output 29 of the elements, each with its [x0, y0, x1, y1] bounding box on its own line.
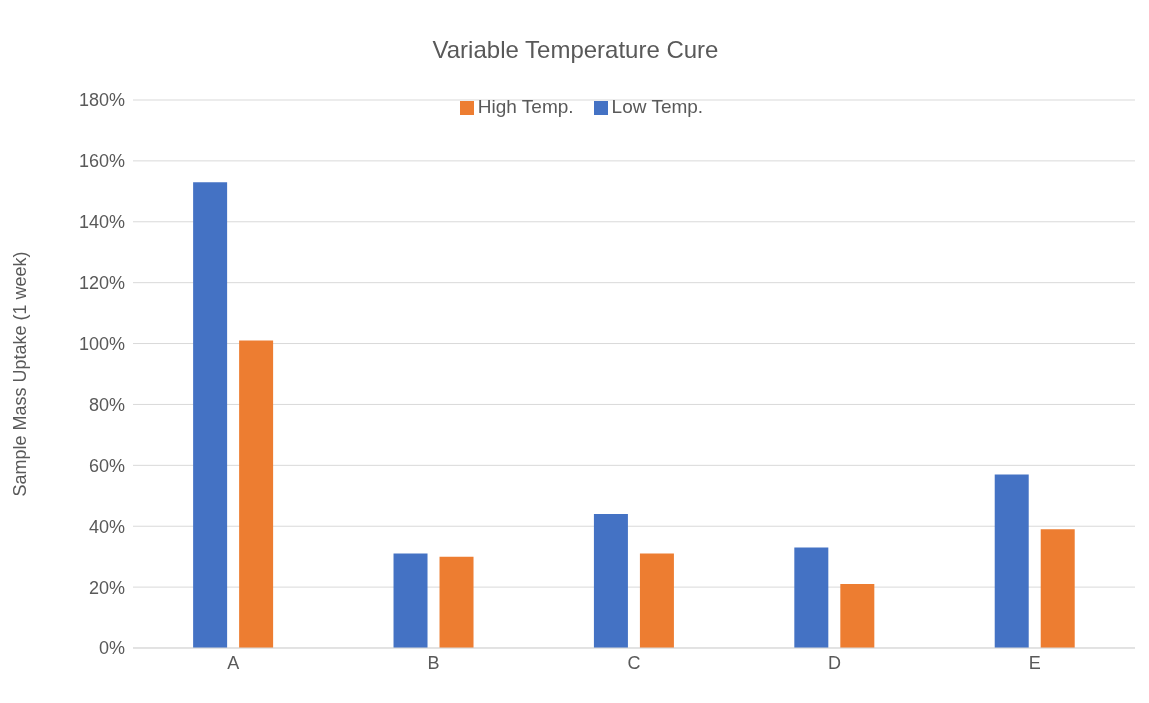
- bar: [1040, 529, 1075, 648]
- y-tick-label: 120%: [78, 273, 125, 294]
- y-tick-label: 140%: [78, 212, 125, 233]
- x-tick-label: D: [827, 652, 841, 673]
- legend-label: Low Temp.: [611, 96, 704, 117]
- y-tick-label: 40%: [88, 516, 125, 537]
- bar: [639, 553, 674, 648]
- y-tick-label: 160%: [78, 151, 125, 172]
- bar: [840, 584, 875, 648]
- x-tick-label: B: [427, 652, 440, 673]
- bar: [794, 547, 829, 648]
- x-tick-label: A: [227, 652, 240, 673]
- bar: [593, 514, 628, 648]
- legend-label: High Temp.: [477, 96, 574, 117]
- x-tick-label: E: [1028, 652, 1041, 673]
- x-tick-label: C: [627, 652, 641, 673]
- chart-title: Variable Temperature Cure: [431, 36, 720, 64]
- y-tick-label: 20%: [88, 577, 125, 598]
- y-tick-label: 180%: [78, 90, 125, 111]
- y-axis-title: Sample Mass Uptake (1 week): [10, 251, 31, 497]
- bar: [994, 474, 1029, 648]
- y-tick-label: 60%: [88, 455, 125, 476]
- bar: [393, 553, 428, 648]
- bar: [239, 340, 274, 648]
- bar: [439, 556, 474, 648]
- y-tick-label: 0%: [98, 638, 125, 659]
- bar: [193, 182, 228, 648]
- y-tick-label: 100%: [78, 333, 125, 354]
- y-tick-label: 80%: [88, 394, 125, 415]
